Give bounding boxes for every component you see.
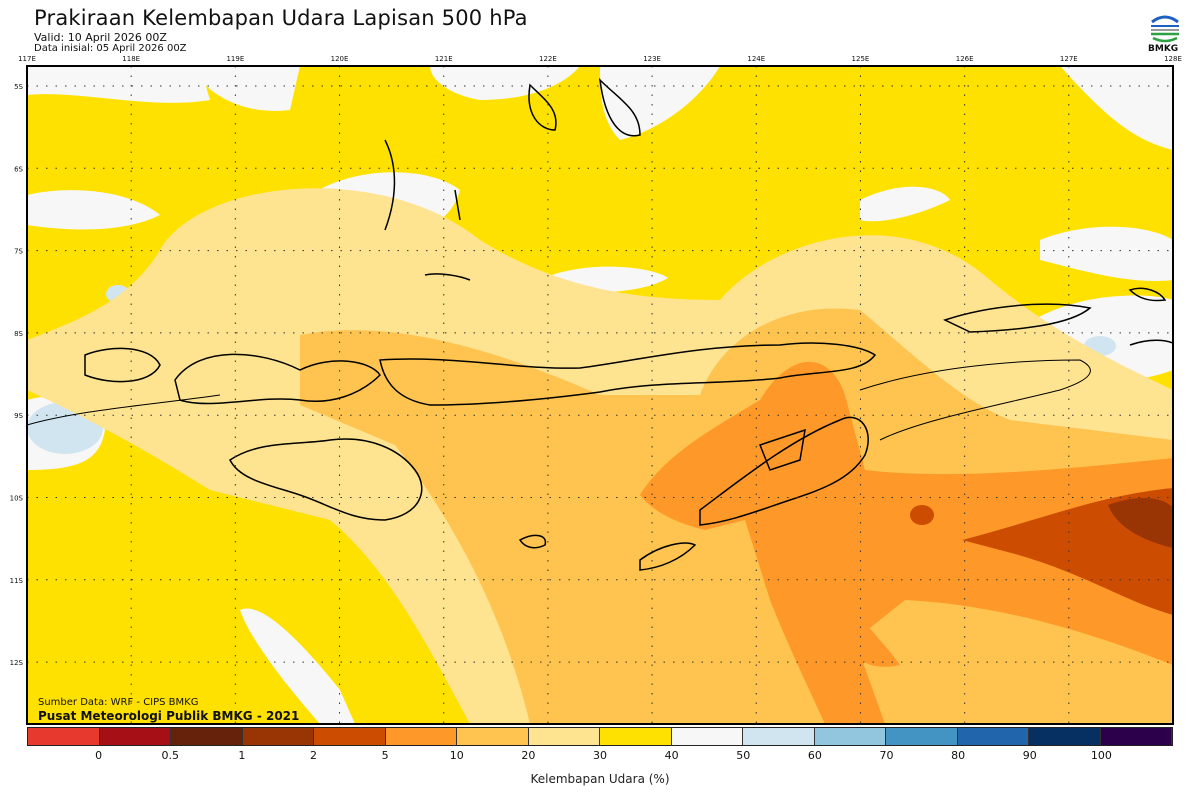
initial-time: Data inisial: 05 April 2026 00Z	[34, 43, 187, 54]
latitude-label: 7S	[14, 248, 23, 256]
colorbar-swatch	[1100, 728, 1172, 745]
zone-5-10-patch	[850, 610, 900, 667]
zone-1-2	[1108, 497, 1173, 548]
sumbawa-coast	[174, 353, 381, 405]
latitude-label: 9S	[14, 412, 23, 420]
colorbar-label: 50	[736, 749, 751, 762]
map-title: Prakiraan Kelembapan Udara Lapisan 500 h…	[34, 6, 528, 30]
valid-time: Valid: 10 April 2026 00Z	[34, 31, 167, 44]
longitude-label: 126E	[956, 55, 974, 63]
colorbar-label: 2	[310, 749, 317, 762]
colorbar-swatch	[1029, 728, 1101, 745]
colorbar-label: 0.5	[161, 749, 180, 762]
colorbar-label: 80	[951, 749, 966, 762]
colorbar-label: 90	[1022, 749, 1037, 762]
timor-border	[759, 428, 806, 471]
kalao-coast	[424, 273, 471, 281]
banda-ridge	[859, 359, 1091, 441]
latitude-labels: 5S 6S 7S 8S 9S 10S 11S 12S	[10, 83, 24, 667]
colorbar-label: 70	[879, 749, 894, 762]
colorbar-swatch	[242, 728, 314, 745]
longitude-label: 117E	[18, 55, 36, 63]
longitude-label: 123E	[643, 55, 661, 63]
graticule	[27, 66, 1173, 724]
timor-coast	[699, 416, 869, 526]
bali-trench	[27, 394, 221, 426]
colorbar-title: Kelembapan Udara (%)	[530, 772, 670, 786]
east-coast	[1129, 339, 1173, 346]
longitude-label: 121E	[435, 55, 453, 63]
latitude-label: 5S	[14, 83, 23, 91]
colorbar-swatch	[600, 728, 672, 745]
zone-2-5-patch	[910, 505, 934, 525]
sulawesi-coast	[384, 139, 396, 231]
colorbar-swatch	[528, 728, 600, 745]
latitude-label: 12S	[10, 659, 24, 667]
sumba-coast	[229, 438, 423, 521]
credit: Pusat Meteorologi Publik BMKG - 2021	[38, 709, 300, 723]
longitude-label: 124E	[747, 55, 765, 63]
longitude-label: 120E	[331, 55, 349, 63]
selayar-coast	[454, 189, 461, 221]
longitude-label: 127E	[1060, 55, 1078, 63]
colorbar-swatch	[743, 728, 815, 745]
latitude-label: 10S	[10, 495, 24, 503]
colorbar-label: 1	[238, 749, 246, 762]
map-frame	[26, 65, 1174, 725]
colorbar-swatch	[814, 728, 886, 745]
longitude-label: 119E	[226, 55, 244, 63]
colorbar-swatch	[886, 728, 958, 745]
colorbar-label: 10	[449, 749, 464, 762]
latitude-label: 11S	[10, 577, 24, 585]
colorbar-swatch	[957, 728, 1029, 745]
colorbar-swatch	[171, 728, 243, 745]
colorbar-label: 40	[664, 749, 679, 762]
buton-coast	[528, 83, 557, 131]
data-source: Sumber Data: WRF - CIPS BMKG	[38, 697, 199, 708]
colorbar-swatch	[671, 728, 743, 745]
humidity-map: 117E 118E 119E 120E 121E 122E 123E 124E 125E 126E…	[10, 55, 1182, 725]
colorbar-label: 30	[593, 749, 607, 762]
bmkg-logo	[1150, 13, 1180, 43]
longitude-label: 128E	[1164, 55, 1182, 63]
latitude-label: 8S	[14, 330, 23, 338]
lombok-coast	[84, 347, 161, 383]
zone-5-10	[640, 361, 1173, 724]
colorbar-label: 60	[807, 749, 822, 762]
colorbar-label: 5	[381, 749, 389, 762]
longitude-label: 125E	[852, 55, 870, 63]
colorbar-swatch	[457, 728, 529, 745]
colorbar-swatch	[385, 728, 457, 745]
latitude-label: 6S	[14, 165, 23, 173]
bmkg-logo-text: BMKG	[1148, 44, 1179, 54]
colorbar-swatch	[99, 728, 171, 745]
colorbar-swatch	[28, 728, 100, 745]
colorbar	[27, 727, 1173, 746]
muna-coast	[598, 77, 641, 137]
colorbar-swatch	[314, 728, 386, 745]
longitude-label: 122E	[539, 55, 557, 63]
wetar-coast	[943, 303, 1092, 333]
alor-coast	[1128, 287, 1167, 302]
colorbar-label: 20	[521, 749, 536, 762]
colorbar-label: 0	[95, 749, 103, 762]
rote-coast	[639, 542, 697, 571]
longitude-labels: 117E 118E 119E 120E 121E 122E 123E 124E 125E 126E…	[18, 55, 1182, 63]
flores-coast	[379, 342, 877, 406]
coastlines	[27, 77, 1173, 571]
colorbar-label: 100	[1090, 749, 1112, 762]
sawu-coast	[518, 534, 547, 549]
longitude-label: 118E	[122, 55, 140, 63]
